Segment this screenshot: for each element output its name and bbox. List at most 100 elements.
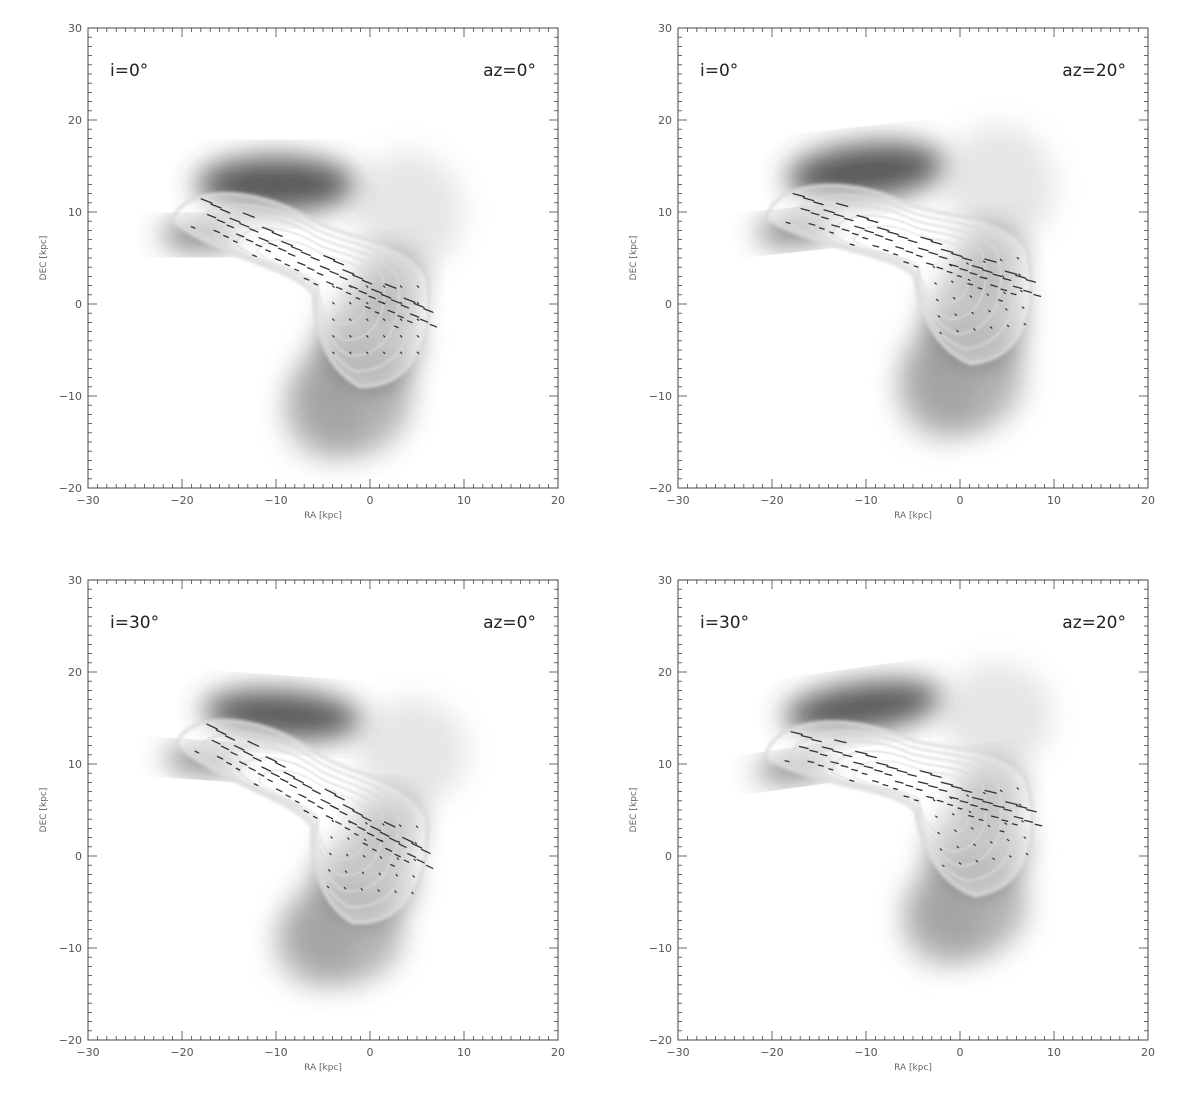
vector-arrow xyxy=(287,252,296,257)
vector-arrow xyxy=(289,784,297,789)
vector-arrow xyxy=(1012,285,1023,290)
vector-arrow xyxy=(239,761,248,766)
vector-arrow xyxy=(200,198,213,204)
vector-arrow xyxy=(932,798,936,802)
vector-arrow xyxy=(1004,308,1008,311)
vector-arrow xyxy=(239,222,250,228)
vector-arrow xyxy=(951,252,963,258)
x-tick-label: 10 xyxy=(457,1046,471,1059)
vector-arrow xyxy=(843,217,854,222)
vector-arrow xyxy=(849,243,855,246)
vector-arrow xyxy=(1004,270,1018,275)
y-tick-label: 10 xyxy=(68,206,82,219)
vector-arrow xyxy=(310,256,320,262)
vector-arrow xyxy=(807,760,815,764)
vector-arrow xyxy=(413,858,417,862)
vector-arrow xyxy=(194,750,200,754)
vector-arrow xyxy=(982,269,993,274)
vector-arrow xyxy=(379,831,390,837)
vector-arrow xyxy=(331,334,335,338)
vector-arrow xyxy=(792,192,805,198)
vector-arrow xyxy=(897,235,909,240)
vector-arrow xyxy=(368,295,376,300)
vector-arrow xyxy=(216,755,224,760)
vector-arrow xyxy=(331,318,335,322)
vector-arrow xyxy=(875,762,889,767)
vector-arrow xyxy=(903,261,910,264)
vector-arrow xyxy=(416,351,420,355)
vector-arrow xyxy=(365,334,369,338)
vector-arrow xyxy=(374,311,380,314)
vector-arrow xyxy=(970,827,974,830)
vector-arrow xyxy=(829,231,835,234)
vector-arrow xyxy=(961,257,973,261)
vector-arrow xyxy=(940,248,954,254)
x-tick-label: 20 xyxy=(551,1046,565,1059)
vector-arrow xyxy=(928,785,938,789)
x-axis-title: RA [kpc] xyxy=(304,1063,342,1073)
vector-arrow xyxy=(913,265,919,268)
x-tick-label: 0 xyxy=(367,1046,374,1059)
vector-arrow xyxy=(326,885,330,889)
vector-arrow xyxy=(320,798,331,805)
vector-arrow xyxy=(323,254,336,261)
vector-arrow xyxy=(984,276,988,280)
axis-ticks xyxy=(87,27,559,489)
vector-arrow xyxy=(252,756,262,762)
vector-arrow xyxy=(253,783,259,787)
vector-arrow xyxy=(190,226,196,229)
y-axis-title: DEC [kpc] xyxy=(39,236,49,281)
y-tick-label: 30 xyxy=(658,574,672,587)
vector-arrow xyxy=(864,229,875,234)
vector-arrow xyxy=(1023,836,1027,840)
vector-arrow xyxy=(828,768,834,771)
vector-arrow xyxy=(915,254,923,258)
contour-inner xyxy=(786,730,1018,883)
vector-arrow xyxy=(956,329,960,333)
vector-arrow xyxy=(1002,277,1012,281)
vector-arrow xyxy=(802,197,815,202)
vector-arrow xyxy=(412,874,415,878)
vector-arrow xyxy=(999,258,1003,262)
vector-arrow xyxy=(1000,288,1008,292)
vector-arrow xyxy=(229,217,241,223)
vector-arrow xyxy=(1010,292,1017,296)
vector-arrow xyxy=(874,234,884,238)
y-tick-label: 30 xyxy=(658,22,672,35)
vector-arrow xyxy=(882,249,889,252)
vector-arrow xyxy=(342,804,355,811)
vector-arrow xyxy=(382,334,386,338)
vector-arrow xyxy=(348,285,352,289)
gas-blob xyxy=(356,698,467,805)
vector-arrow xyxy=(416,318,420,322)
vector-arrow xyxy=(936,799,944,803)
vector-arrow xyxy=(274,258,282,262)
velocity-vectors xyxy=(784,731,1043,868)
vector-arrow xyxy=(956,845,960,849)
y-tick-label: 10 xyxy=(68,758,82,771)
vector-arrow xyxy=(866,218,879,224)
vector-arrow xyxy=(818,227,825,230)
vector-arrow xyxy=(331,285,335,289)
vector-arrow xyxy=(895,246,905,250)
vector-arrow xyxy=(907,773,918,777)
contour-inner xyxy=(809,204,1002,336)
vector-arrow xyxy=(1016,787,1020,790)
vector-arrow xyxy=(401,836,414,844)
vector-arrow xyxy=(1023,289,1032,294)
vector-arrow xyxy=(1006,324,1010,328)
vector-arrow xyxy=(1025,278,1037,283)
vector-arrow xyxy=(1019,289,1023,293)
vector-arrow xyxy=(823,209,835,214)
vector-arrow xyxy=(226,761,232,766)
contour-inner xyxy=(235,227,385,342)
x-tick-label: −20 xyxy=(170,494,193,507)
vector-arrow xyxy=(298,793,307,799)
vector-arrow xyxy=(886,765,899,770)
vector-arrow xyxy=(343,886,347,890)
vector-arrow xyxy=(390,299,401,304)
vector-arrow xyxy=(383,821,396,828)
vector-arrow xyxy=(936,266,944,270)
